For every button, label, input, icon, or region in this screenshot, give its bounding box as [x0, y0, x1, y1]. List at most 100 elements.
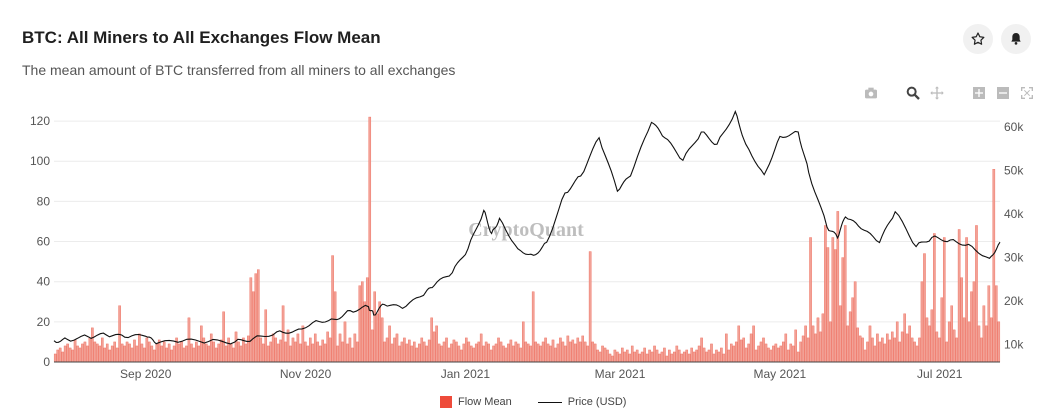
flow-mean-bar: [336, 345, 339, 363]
flow-mean-bar: [410, 345, 414, 363]
flow-mean-bar: [895, 321, 899, 363]
flow-mean-bar: [645, 353, 649, 363]
flow-mean-bar: [682, 351, 686, 363]
flow-mean-bar: [816, 317, 820, 363]
flow-mean-bar: [992, 169, 996, 363]
flow-mean-bar: [296, 333, 300, 363]
flow-mean-bar: [930, 309, 934, 363]
flow-mean-bar: [878, 341, 882, 363]
flow-mean-bar: [512, 345, 515, 363]
flow-mean-bar: [214, 347, 218, 363]
flow-mean-bar: [281, 305, 285, 363]
flow-mean-bar: [96, 343, 99, 363]
flow-mean-bar: [343, 321, 347, 363]
y-right-tick-label: 60k: [1004, 120, 1024, 134]
favorite-button[interactable]: [963, 24, 993, 54]
flow-mean-bar: [514, 341, 518, 363]
flow-mean-bar: [962, 317, 966, 363]
flow-mean-bar: [544, 337, 547, 363]
pan-button[interactable]: [928, 84, 946, 102]
flow-mean-bar: [395, 333, 399, 363]
flow-mean-bar: [898, 341, 901, 363]
flow-mean-bar: [323, 343, 327, 363]
flow-mean-bar: [777, 347, 780, 363]
y-left-tick-label: 60: [37, 235, 51, 249]
flow-mean-bar: [467, 341, 471, 363]
flow-mean-bar: [252, 291, 255, 363]
flow-mean-bar: [71, 349, 74, 363]
flow-mean-bar: [598, 351, 602, 363]
flow-mean-bar: [309, 337, 312, 363]
download-image-button[interactable]: [862, 84, 880, 102]
flow-mean-bar: [551, 339, 555, 363]
flow-mean-bar: [368, 116, 372, 363]
alert-button[interactable]: [1001, 24, 1031, 54]
flow-mean-bar: [393, 337, 396, 363]
flow-mean-bar: [469, 345, 473, 363]
flow-mean-bar: [115, 347, 119, 363]
zoom-out-button[interactable]: [994, 84, 1012, 102]
flow-mean-bar: [442, 341, 446, 363]
flow-mean-bar: [663, 347, 666, 363]
star-icon: [971, 32, 985, 45]
flow-mean-bar: [623, 351, 627, 363]
flow-mean-bar: [66, 343, 69, 363]
flow-mean-bar: [326, 331, 329, 363]
flow-mean-bar: [692, 351, 696, 363]
flow-mean-bar: [861, 337, 864, 363]
flow-mean-bar: [209, 333, 213, 363]
flow-mean-bar: [81, 343, 84, 363]
flow-mean-bar: [61, 351, 64, 363]
flow-mean-bar: [133, 339, 136, 363]
flow-mean-bar: [185, 345, 188, 363]
y-right-tick-label: 10k: [1004, 338, 1024, 352]
flow-mean-bar: [769, 349, 773, 363]
flow-mean-bar: [316, 341, 320, 363]
flow-mean-bar: [843, 225, 847, 363]
flow-mean-bar: [942, 237, 946, 363]
flow-mean-bar: [160, 345, 164, 363]
flow-mean-bar: [370, 329, 374, 363]
flow-mean-bar: [588, 251, 592, 363]
flow-mean-bar: [182, 347, 186, 363]
flow-mean-bar: [987, 285, 991, 363]
flow-mean-bar: [638, 353, 641, 363]
flow-mean-bar: [413, 341, 416, 363]
flow-mean-bar: [437, 343, 441, 363]
flow-mean-bar: [821, 313, 825, 363]
flow-mean-bar: [86, 345, 89, 363]
flow-mean-bar: [561, 341, 565, 363]
flow-mean-bar: [405, 343, 409, 363]
flow-mean-bar: [331, 255, 334, 363]
flow-mean-bar: [375, 313, 379, 363]
flow-mean-bar: [539, 345, 542, 363]
flow-mean-bar: [299, 343, 302, 363]
flow-mean-bar: [834, 249, 837, 363]
flow-mean-bar: [477, 341, 480, 363]
flow-mean-bar: [905, 333, 909, 363]
flow-mean-bar: [826, 247, 830, 363]
flow-mean-bar: [923, 253, 926, 363]
zoom-button[interactable]: [904, 84, 922, 102]
autoscale-button[interactable]: [1018, 84, 1036, 102]
zoom-in-button[interactable]: [970, 84, 988, 102]
flow-mean-bar: [254, 273, 258, 363]
flow-mean-bar: [425, 345, 428, 363]
flow-mean-bar: [975, 225, 978, 363]
flow-mean-bar: [786, 349, 790, 363]
flow-mean-bar: [378, 301, 381, 363]
flow-mean-bar: [574, 343, 577, 363]
legend-price-label: Price (USD): [567, 396, 627, 408]
flow-mean-bar: [422, 341, 426, 363]
flow-mean-bar: [68, 347, 72, 363]
flow-mean-bar: [192, 347, 196, 363]
flow-mean-bar: [304, 341, 307, 363]
flow-mean-bar: [358, 285, 362, 363]
flow-mean-bar: [531, 291, 535, 363]
flow-mean-bar: [497, 337, 500, 363]
flow-mean-bar: [536, 343, 540, 363]
flow-mean-bar: [910, 337, 914, 363]
x-tick-label: Jul 2021: [917, 367, 963, 381]
